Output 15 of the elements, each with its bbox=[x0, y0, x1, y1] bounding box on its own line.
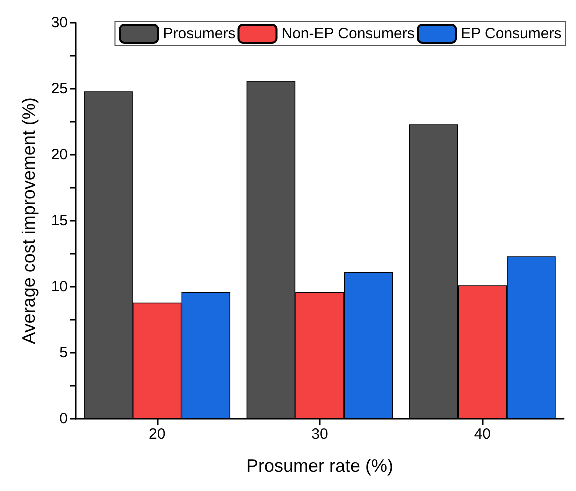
legend-label: Non-EP Consumers bbox=[282, 26, 415, 42]
y-tick-label: 30 bbox=[51, 14, 68, 32]
y-tick-label: 25 bbox=[51, 80, 68, 98]
x-tick-label: 30 bbox=[312, 426, 328, 443]
x-tick-label: 20 bbox=[148, 426, 166, 443]
y-axis-title: Average cost improvement (%) bbox=[19, 98, 39, 344]
y-tick-label: 5 bbox=[60, 344, 68, 362]
y-tick-label: 0 bbox=[60, 410, 68, 428]
x-axis-title: Prosumer rate (%) bbox=[246, 456, 394, 476]
x-tick-label: 40 bbox=[474, 426, 492, 443]
y-tick-label: 15 bbox=[51, 212, 68, 230]
legend-label: EP Consumers bbox=[461, 26, 562, 42]
y-tick-label: 20 bbox=[51, 146, 68, 164]
y-tick-label: 10 bbox=[51, 278, 68, 296]
legend-label: Prosumers bbox=[163, 26, 236, 42]
